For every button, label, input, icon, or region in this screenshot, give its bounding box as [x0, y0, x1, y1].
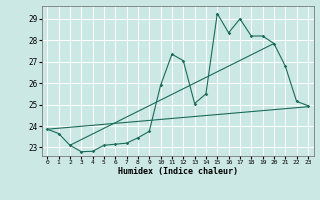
X-axis label: Humidex (Indice chaleur): Humidex (Indice chaleur) — [118, 167, 237, 176]
